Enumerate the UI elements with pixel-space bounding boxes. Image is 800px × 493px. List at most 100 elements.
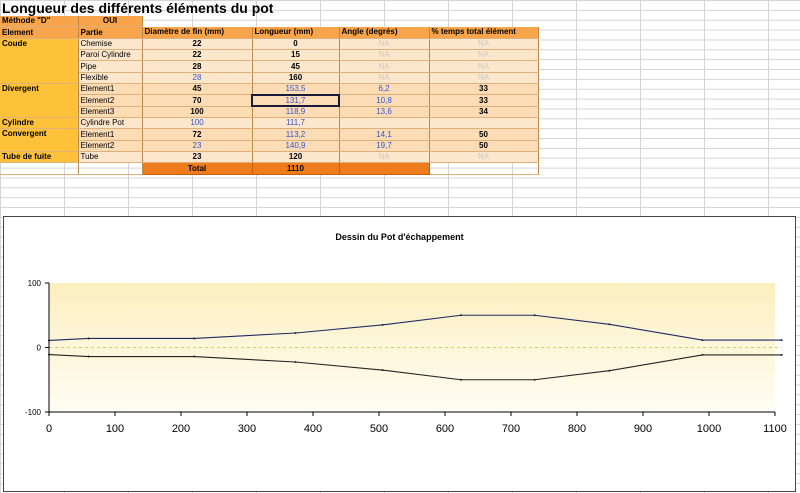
x-tick-label: 1100: [763, 423, 787, 435]
data-point: [294, 361, 297, 364]
data-table: Méthode "D" OUI Element Partie Diamètre …: [0, 16, 539, 175]
angle-cell[interactable]: 6,2: [339, 83, 430, 96]
x-tick-label: 1000: [697, 423, 721, 435]
longueur-cell[interactable]: 120: [252, 151, 340, 164]
angle-cell[interactable]: 14,1: [339, 128, 430, 141]
angle-cell[interactable]: NA: [339, 60, 430, 73]
angle-cell[interactable]: NA: [339, 38, 430, 51]
diametre-cell[interactable]: 45: [142, 83, 253, 96]
partie-cell[interactable]: Element2: [78, 140, 143, 153]
longueur-cell[interactable]: 15: [252, 49, 340, 62]
table-row: Convergent Element1 72 113,2 14,1 50: [0, 128, 539, 153]
diametre-cell[interactable]: 100: [142, 106, 253, 119]
diametre-cell[interactable]: 70: [142, 94, 253, 107]
longueur-cell-selected[interactable]: 131,7: [251, 93, 340, 108]
pct-cell[interactable]: 33: [429, 83, 539, 96]
longueur-cell[interactable]: 45: [252, 60, 340, 73]
pct-cell[interactable]: NA: [429, 38, 539, 51]
diametre-cell[interactable]: 23: [142, 140, 253, 153]
table-row: Coude Chemise 22 0 NA NA: [0, 38, 539, 85]
total-filler[interactable]: [338, 162, 430, 175]
partie-cell[interactable]: Chemise: [78, 38, 143, 51]
col-header-partie[interactable]: Partie: [78, 26, 143, 39]
total-label[interactable]: Total: [141, 162, 253, 175]
methode-value[interactable]: OUI: [78, 16, 143, 28]
longueur-cell[interactable]: 160: [252, 72, 340, 85]
pct-cell[interactable]: 34: [429, 106, 539, 119]
table-row: Element3 100 118,9 13,6 34: [0, 106, 539, 119]
col-header-element[interactable]: Element: [0, 26, 79, 39]
partie-cell[interactable]: Flexible: [78, 72, 143, 85]
element-cell[interactable]: Convergent: [0, 128, 79, 153]
methode-row: Méthode "D" OUI: [0, 16, 538, 28]
partie-cell[interactable]: Tube: [78, 151, 143, 164]
pct-cell[interactable]: NA: [429, 151, 539, 164]
col-header-longueur[interactable]: Longueur (mm): [252, 26, 340, 39]
element-cell[interactable]: Divergent: [0, 83, 79, 119]
partie-cell[interactable]: Element1: [78, 83, 143, 96]
sheet-title: Longueur des différents éléments du pot: [2, 0, 274, 16]
data-point: [459, 378, 462, 381]
angle-cell[interactable]: NA: [339, 151, 430, 164]
x-tick-label: 100: [106, 423, 124, 435]
angle-cell[interactable]: [339, 117, 430, 130]
angle-cell[interactable]: NA: [339, 72, 430, 85]
angle-cell[interactable]: NA: [339, 49, 430, 62]
x-tick-label: 0: [46, 423, 52, 435]
col-header-pct[interactable]: % temps total élément: [429, 26, 539, 39]
methode-label[interactable]: Méthode "D": [0, 16, 79, 28]
element-cell[interactable]: Cylindre: [0, 117, 79, 130]
data-point: [780, 339, 783, 342]
pct-cell[interactable]: NA: [429, 60, 539, 73]
chart-area[interactable]: Dessin du Pot d'échappement 0 100 200 300 40…: [3, 216, 796, 492]
longueur-cell[interactable]: 118,9: [252, 106, 340, 119]
longueur-cell[interactable]: 113,2: [252, 128, 340, 141]
x-tick-label: 500: [370, 423, 388, 435]
pipe-outline-series-0: [48, 314, 782, 341]
diametre-cell[interactable]: 28: [142, 72, 253, 85]
pct-cell[interactable]: 50: [429, 140, 539, 153]
pct-cell[interactable]: NA: [429, 49, 539, 62]
angle-cell[interactable]: 19,7: [339, 140, 430, 153]
table-row: Element2 23 140,9 19,7 50: [0, 140, 539, 153]
partie-cell[interactable]: Pipe: [78, 60, 143, 73]
diametre-cell[interactable]: 23: [142, 151, 253, 164]
diametre-cell[interactable]: 22: [142, 38, 253, 51]
diametre-cell[interactable]: 22: [142, 49, 253, 62]
partie-cell[interactable]: Cylindre Pot: [78, 117, 143, 130]
pct-cell[interactable]: 50: [429, 128, 539, 141]
header-row: Element Partie Diamètre de fin (mm) Long…: [0, 26, 539, 39]
diametre-cell[interactable]: 72: [142, 128, 253, 141]
element-cell[interactable]: Coude: [0, 38, 79, 85]
angle-cell[interactable]: 13,6: [339, 106, 430, 119]
y-tick-label: -100: [25, 408, 42, 417]
diametre-cell[interactable]: 100: [142, 117, 253, 130]
pct-cell[interactable]: 33: [429, 94, 539, 107]
table-row: Flexible 28 160 NA NA: [0, 72, 539, 85]
x-tick-label: 800: [568, 423, 586, 435]
col-header-diametre[interactable]: Diamètre de fin (mm): [142, 26, 253, 39]
element-cell[interactable]: Tube de fuite: [0, 151, 79, 164]
pct-cell[interactable]: NA: [429, 72, 539, 85]
data-point: [608, 323, 611, 326]
longueur-cell[interactable]: 140,9: [252, 140, 340, 153]
partie-cell[interactable]: Paroi Cylindre: [78, 49, 143, 62]
table-row: Cylindre Cylindre Pot 100 111,7: [0, 117, 539, 130]
table-row: Paroi Cylindre 22 15 NA NA: [0, 49, 539, 62]
data-point: [294, 331, 297, 334]
diametre-cell[interactable]: 28: [142, 60, 253, 73]
longueur-cell[interactable]: 111,7: [252, 117, 340, 130]
partie-cell[interactable]: Element1: [78, 128, 143, 141]
data-point: [193, 355, 196, 358]
total-value[interactable]: 1110: [251, 162, 340, 175]
partie-cell[interactable]: Element3: [78, 106, 143, 119]
angle-cell[interactable]: 10,8: [339, 94, 430, 107]
y-tick-label: 0: [37, 344, 42, 353]
longueur-cell[interactable]: 0: [252, 38, 340, 51]
x-tick-label: 400: [304, 423, 322, 435]
pct-cell[interactable]: [429, 117, 539, 130]
col-header-angle[interactable]: Angle (degrés): [339, 26, 430, 39]
longueur-cell[interactable]: 153,5: [252, 83, 340, 96]
total-row: Total 1110: [0, 162, 539, 175]
partie-cell[interactable]: Element2: [78, 94, 143, 107]
